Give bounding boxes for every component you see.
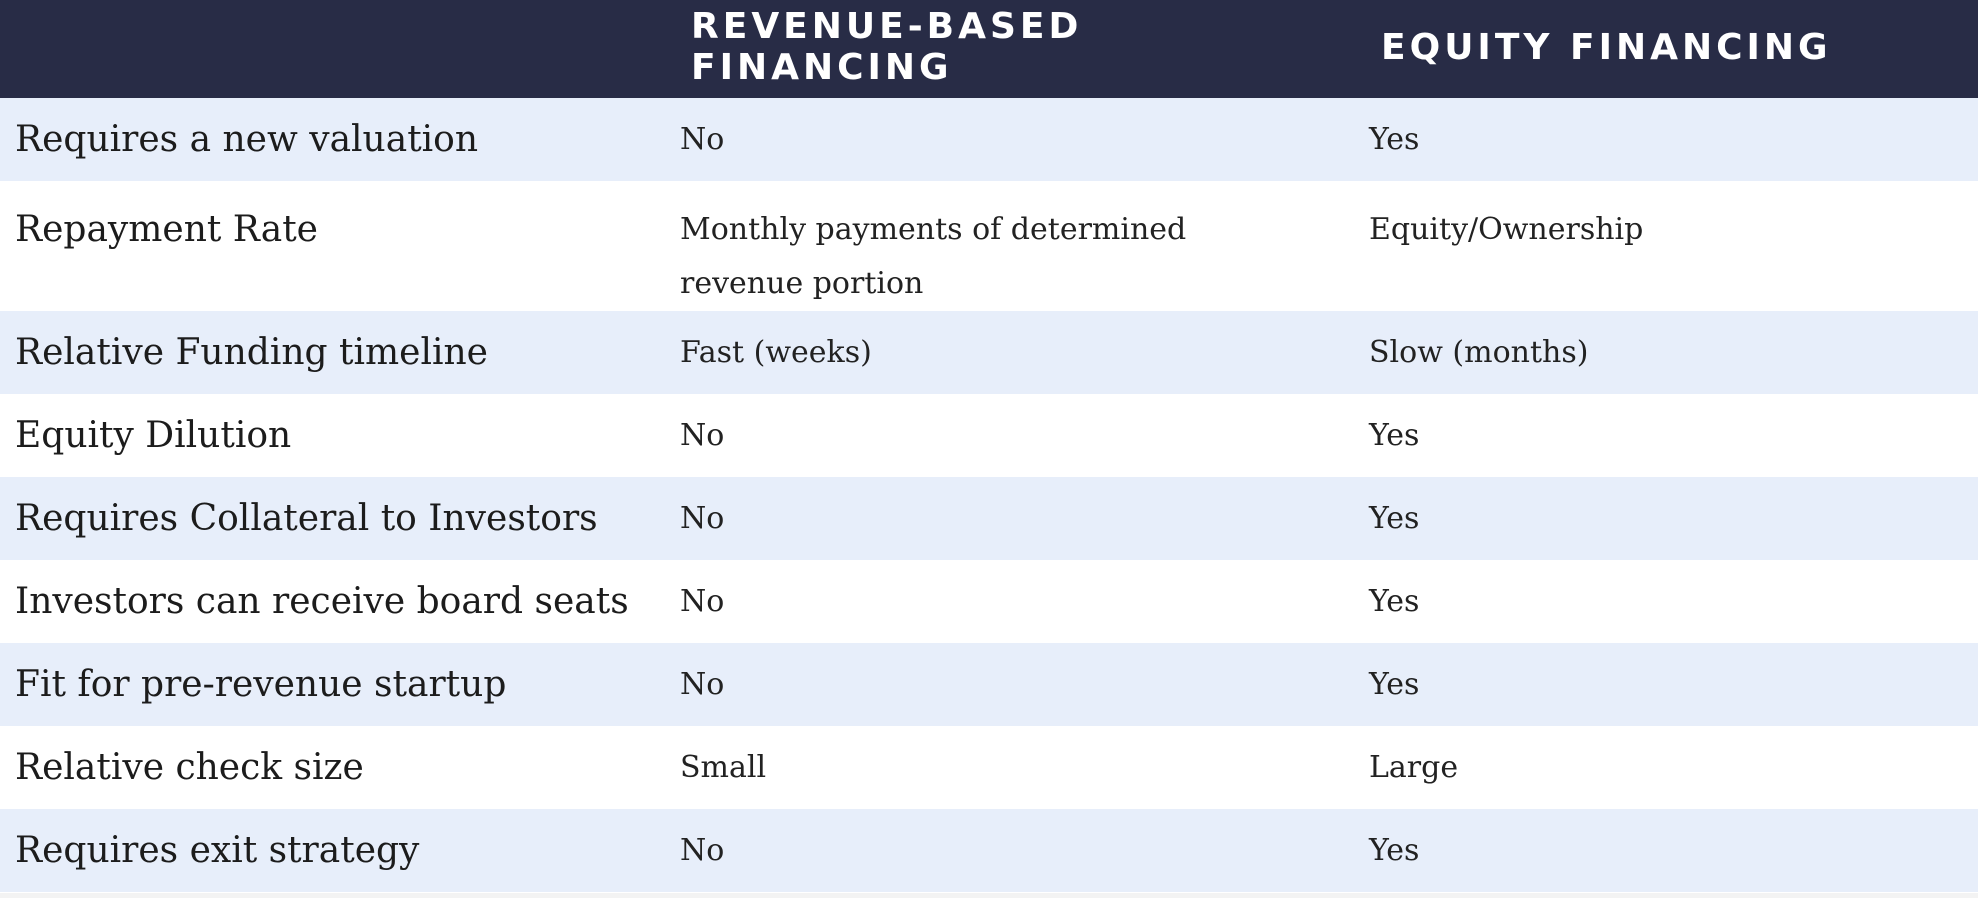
row-rbf-value: Monthly payments of determined revenue po… [664,181,1354,311]
row-feature: Relative check size [15,747,364,788]
row-feature: Relative Funding timeline [15,332,488,373]
row-equity-value: Equity/Ownership [1369,212,1644,247]
row-rbf-value: Fast (weeks) [680,334,872,370]
row-equity-value: Yes [1369,417,1420,453]
header-revenue-based-financing: REVENUE-BASED FINANCING [691,6,1083,88]
row-equity-value: Large [1369,749,1459,785]
row-rbf-value: No [680,417,725,453]
row-rbf-value: No [680,666,725,702]
table-row: Requires exit strategy No Yes [0,809,1978,892]
row-feature: Requires exit strategy [15,830,420,871]
row-equity-value: Yes [1369,666,1420,702]
table-row: Relative check size Small Large [0,726,1978,809]
row-equity-value: Yes [1369,832,1420,868]
row-rbf-value-line2: revenue portion [680,266,924,301]
table-row: Fit for pre-revenue startup No Yes [0,643,1978,726]
row-feature: Requires a new valuation [15,119,479,160]
row-rbf-value: No [680,121,725,157]
row-feature: Requires Collateral to Investors [15,498,598,539]
header-row: REVENUE-BASED FINANCING EQUITY FINANCING [0,0,1978,98]
row-rbf-value: Small [680,749,767,785]
table-row: Repayment Rate Monthly payments of deter… [0,181,1978,311]
table-row: Investors can receive board seats No Yes [0,560,1978,643]
row-equity-value: Yes [1369,583,1420,619]
row-equity-value: Yes [1369,500,1420,536]
table-row: Relative Funding timeline Fast (weeks) S… [0,311,1978,394]
row-equity-value: Slow (months) [1369,334,1589,370]
row-feature: Equity Dilution [15,415,292,456]
table-header: REVENUE-BASED FINANCING EQUITY FINANCING [0,0,1978,98]
row-feature: Repayment Rate [15,209,318,250]
header-equity-financing: EQUITY FINANCING [1381,26,1832,68]
table-row: Requires a new valuation No Yes [0,98,1978,181]
header-feature [0,0,664,98]
row-rbf-value-line1: Monthly payments of determined [680,212,1187,247]
table-row: Requires Collateral to Investors No Yes [0,477,1978,560]
row-rbf-value: No [680,583,725,619]
row-rbf-value: No [680,500,725,536]
row-rbf-value: No [680,832,725,868]
bottom-divider [0,893,1978,898]
table-row: Equity Dilution No Yes [0,394,1978,477]
row-feature: Investors can receive board seats [15,581,629,622]
row-feature: Fit for pre-revenue startup [15,664,507,705]
table-body: Requires a new valuation No Yes Repaymen… [0,98,1978,892]
row-equity-value: Yes [1369,121,1420,157]
